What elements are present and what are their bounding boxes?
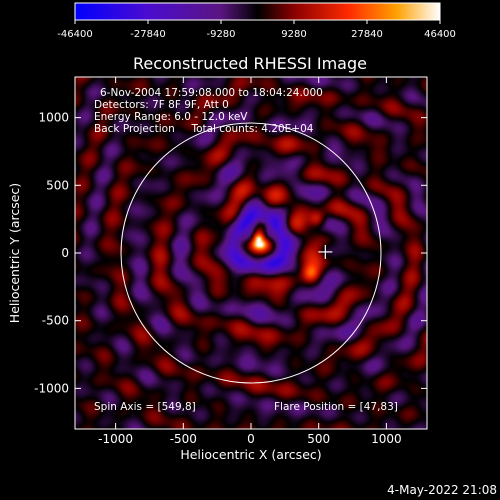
y-tick-label: 500 [46, 178, 69, 192]
colorbar: -46400 -27840 -9280 9280 27840 46400 [57, 2, 456, 40]
y-tick-label: 1000 [38, 111, 69, 125]
y-axis-label: Heliocentric Y (arcsec) [7, 183, 22, 323]
spin-axis-marker [318, 244, 333, 259]
colorbar-tick-label: -46400 [57, 29, 92, 40]
x-tick-label: -1000 [98, 432, 133, 446]
info-energy-range: Energy Range: 6.0 - 12.0 keV [94, 111, 248, 123]
colorbar-tick-label: 27840 [351, 29, 383, 40]
plot-area: -1000 -500 0 500 1000 -1000 -500 0 500 1000 [34, 76, 428, 446]
y-tick-label: -500 [42, 314, 69, 328]
info-method-counts: Back Projection Total counts: 4.20E+04 [94, 123, 314, 135]
solar-limb-circle [120, 122, 382, 384]
observation-info: 6-Nov-2004 17:59:08.000 to 18:04:24.000 … [94, 87, 398, 413]
x-axis-label: Heliocentric X (arcsec) [180, 447, 321, 462]
colorbar-tick-label: -9280 [206, 29, 235, 40]
chart-title: Reconstructed RHESSI Image [133, 54, 367, 73]
timestamp: 4-May-2022 21:08 [387, 483, 497, 497]
colorbar-tick-label: 9280 [281, 29, 306, 40]
y-tick-label: -1000 [34, 381, 69, 395]
heatmap-image [75, 77, 427, 429]
y-tick-label: 0 [61, 246, 69, 260]
colorbar-gradient [74, 2, 441, 21]
flare-position-label: Flare Position = [47,83] [274, 401, 398, 413]
x-tick-label: 0 [247, 432, 255, 446]
colorbar-tick-label: 46400 [424, 29, 456, 40]
info-detectors: Detectors: 7F 8F 9F, Att 0 [94, 99, 229, 111]
info-time-range: 6-Nov-2004 17:59:08.000 to 18:04:24.000 [100, 87, 323, 99]
x-tick-label: -500 [170, 432, 197, 446]
colorbar-tick-label: -27840 [130, 29, 165, 40]
spin-axis-label: Spin Axis = [549,8] [94, 401, 196, 413]
x-tick-label: 1000 [371, 432, 402, 446]
x-tick-label: 500 [307, 432, 330, 446]
